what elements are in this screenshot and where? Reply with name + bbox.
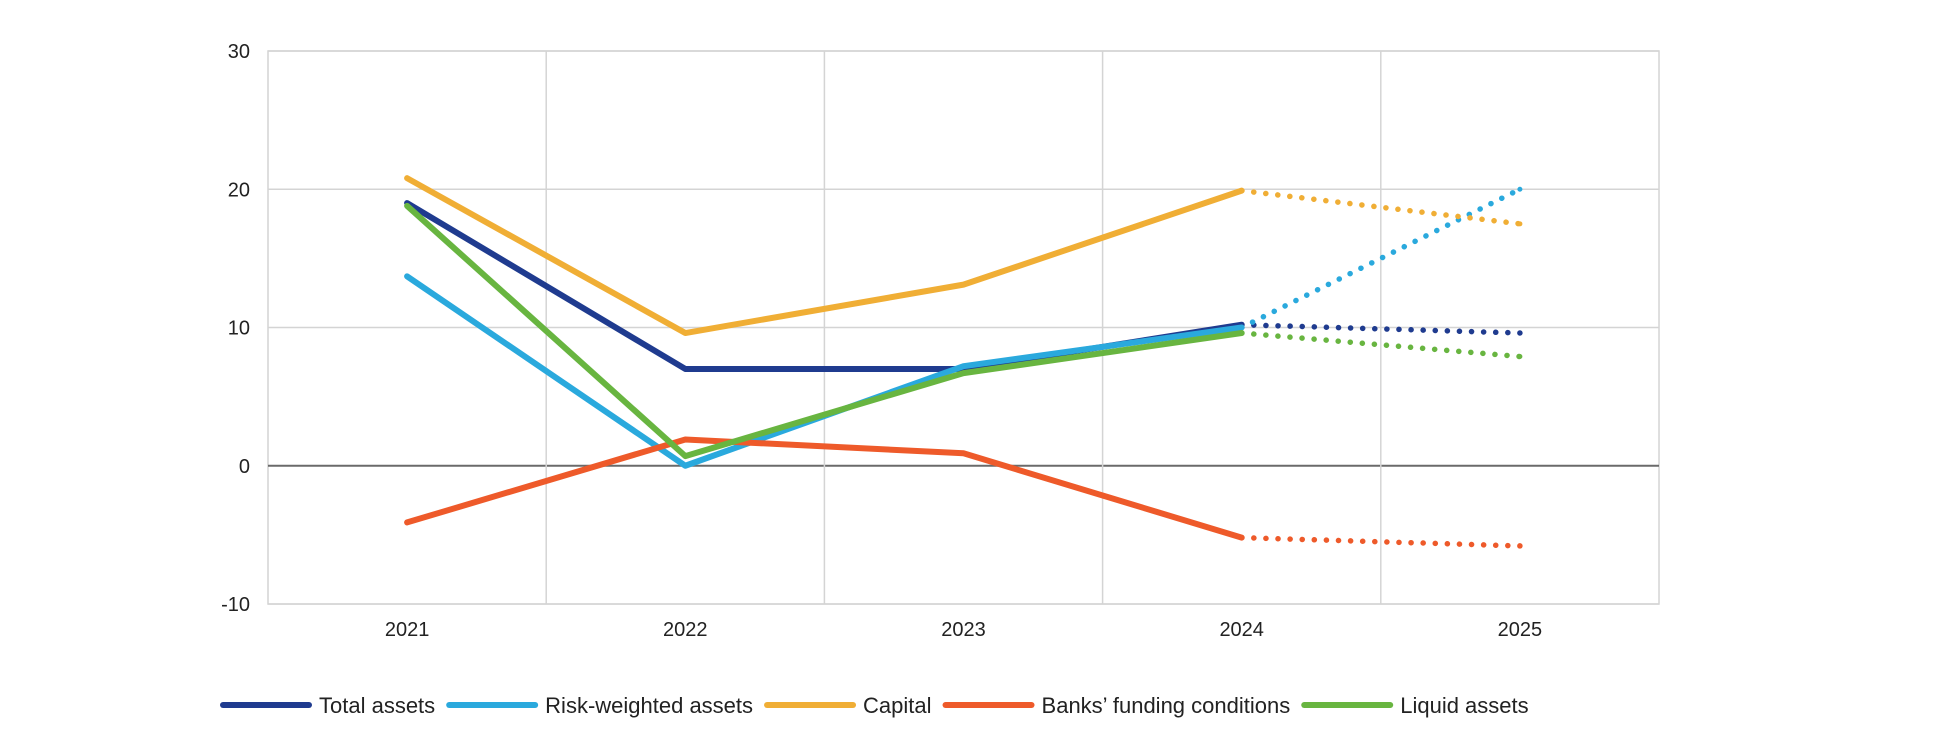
data-point: [1517, 330, 1523, 336]
data-point: [404, 203, 410, 209]
y-axis: 30 20 10 0 -10: [221, 41, 250, 616]
series-line-dotted: [1238, 187, 1523, 227]
plot-area: [404, 175, 1523, 549]
grid: [267, 50, 1660, 605]
data-point: [1517, 543, 1523, 549]
y-tick-label: 0: [239, 456, 250, 478]
data-point: [1517, 186, 1523, 192]
series-line-dotted: [1238, 534, 1523, 549]
legend-label: Liquid assets: [1400, 693, 1528, 718]
series-line-dotted: [1238, 186, 1523, 331]
series-banks-funding-conditions: [404, 436, 1523, 549]
x-axis: 2021 2022 2023 2024 2025: [385, 619, 1542, 641]
series-line-solid: [404, 436, 1245, 541]
series-capital: [404, 175, 1523, 337]
data-point: [961, 370, 966, 376]
legend-label: Total assets: [319, 693, 435, 718]
x-tick-label: 2021: [385, 619, 430, 641]
data-point: [1517, 354, 1523, 360]
series-line-dotted: [1238, 330, 1523, 360]
legend-label: Capital: [863, 693, 931, 718]
data-point: [961, 450, 966, 456]
data-point: [682, 330, 688, 336]
data-point: [1239, 188, 1245, 194]
data-point: [1517, 221, 1523, 227]
data-point: [682, 366, 688, 372]
x-tick-label: 2024: [1219, 619, 1264, 641]
series-line-dotted: [1238, 321, 1523, 336]
x-tick-label: 2025: [1498, 619, 1543, 641]
data-point: [404, 175, 410, 181]
series-line-solid: [404, 175, 1245, 337]
data-point: [961, 363, 966, 369]
series-liquid-assets: [404, 202, 1523, 460]
data-point: [1239, 330, 1245, 336]
legend-item: Risk-weighted assets: [446, 693, 753, 718]
data-point: [682, 436, 688, 442]
x-tick-label: 2023: [941, 619, 986, 641]
data-point: [1239, 535, 1245, 541]
series-line-solid: [404, 202, 1245, 460]
data-point: [961, 282, 966, 288]
y-tick-label: 30: [228, 41, 250, 63]
legend-item: Total assets: [220, 693, 435, 718]
legend-label: Risk-weighted assets: [545, 693, 753, 718]
y-tick-label: 20: [228, 179, 250, 201]
data-point: [1239, 325, 1245, 330]
legend-item: Liquid assets: [1301, 693, 1529, 718]
data-point: [682, 453, 688, 459]
data-point: [682, 463, 688, 469]
legend: Total assets Risk-weighted assets Capital B…: [220, 693, 1529, 718]
data-point: [404, 519, 410, 525]
y-tick-label: -10: [221, 594, 250, 616]
legend-item: Capital: [764, 693, 932, 718]
legend-label: Banks’ funding conditions: [1042, 693, 1291, 718]
y-tick-label: 10: [228, 318, 250, 340]
x-tick-label: 2022: [663, 619, 708, 641]
legend-item: Banks’ funding conditions: [942, 693, 1291, 718]
data-point: [404, 273, 410, 279]
